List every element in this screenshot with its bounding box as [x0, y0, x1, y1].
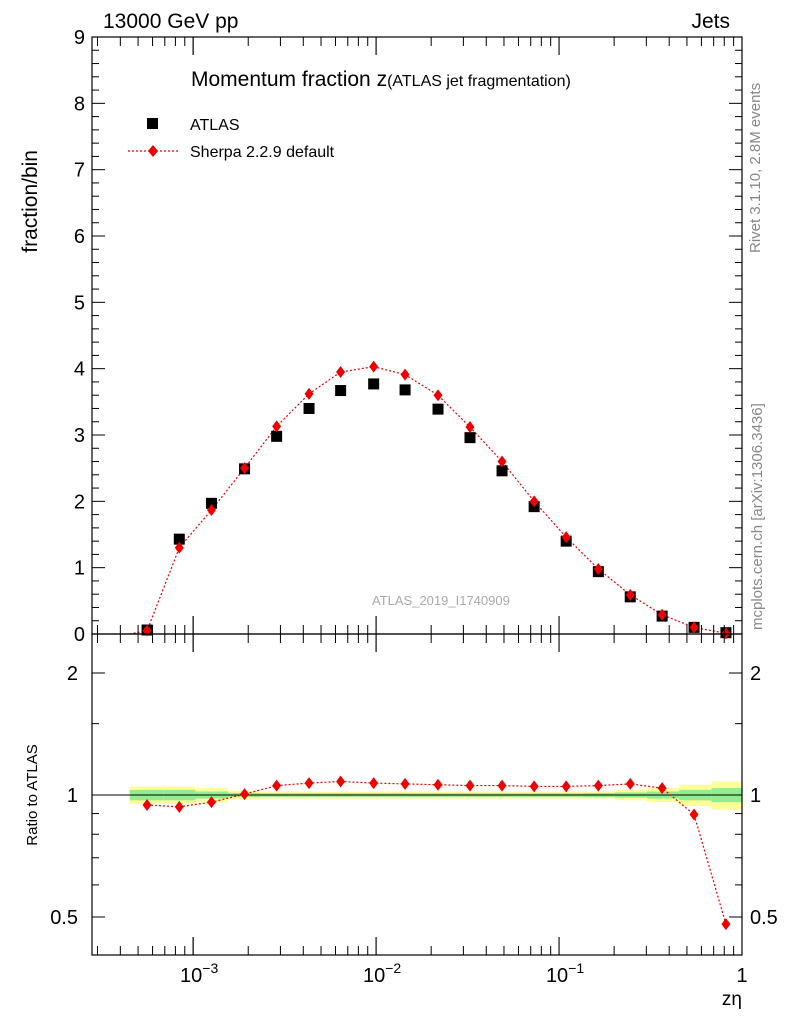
- chart-subtitle: (ATLAS jet fragmentation): [387, 73, 571, 90]
- ratio-data-point: [240, 788, 250, 801]
- legend-sherpa-label: Sherpa 2.2.9 default: [190, 144, 335, 161]
- sherpa-data-point: [272, 420, 282, 433]
- atlas-data-point: [464, 432, 476, 444]
- atlas-data-point: [173, 533, 185, 545]
- y-tick-label: 6: [74, 226, 85, 248]
- ratio-plot-panel: 0.5 0.51 12 2 Ratio to ATLAS 10−3 10−2 10−1 1 …: [24, 633, 778, 1010]
- sherpa-data-point: [561, 531, 571, 544]
- atlas-data-point: [496, 465, 508, 477]
- y-tick-label: 1: [74, 558, 85, 580]
- chart-title-main: Momentum fraction z: [191, 68, 387, 91]
- sherpa-data-point: [497, 455, 507, 468]
- atlas-data-point: [271, 430, 283, 442]
- ratio-data-point: [497, 779, 507, 792]
- sherpa-data-point: [593, 562, 603, 575]
- x-tick-base: 10: [363, 965, 385, 987]
- sherpa-data-point: [304, 387, 314, 400]
- atlas-data-point: [206, 497, 218, 509]
- y-tick-label: 7: [74, 160, 85, 182]
- x-tick-base: 10: [180, 965, 202, 987]
- y-tick-label: 4: [74, 359, 85, 381]
- x-tick-exponent: −2: [385, 960, 401, 976]
- atlas-data-point: [432, 403, 444, 415]
- sherpa-data-point: [625, 588, 635, 601]
- collision-energy-label: 13000 GeV pp: [103, 10, 238, 33]
- sherpa-data-point: [529, 495, 539, 508]
- ratio-y-tick-label-right: 2: [750, 663, 761, 685]
- legend-atlas-label: ATLAS: [190, 117, 240, 134]
- legend: ATLAS Sherpa 2.2.9 default: [128, 117, 335, 161]
- y-tick-label: 3: [74, 425, 85, 447]
- x-tick-exponent: −1: [568, 960, 584, 976]
- sherpa-data-point: [721, 627, 731, 640]
- process-label: Jets: [691, 10, 730, 33]
- ratio-data-point: [369, 777, 379, 790]
- ratio-y-axis-label: Ratio to ATLAS: [24, 744, 41, 845]
- ratio-data-point: [174, 800, 184, 813]
- ratio-data-point: [465, 779, 475, 792]
- y-tick-label: 9: [74, 27, 85, 49]
- mcplots-reference-label: mcplots.cern.ch [arXiv:1306.3436]: [749, 403, 766, 630]
- ratio-y-tick-label-right: 1: [750, 785, 761, 807]
- x-tick-base: 1: [736, 965, 747, 987]
- ratio-data-point: [689, 808, 699, 821]
- y-axis-label: fraction/bin: [19, 150, 42, 253]
- ratio-y-tick-label-left: 0.5: [50, 907, 78, 929]
- y-tick-label: 8: [74, 93, 85, 115]
- legend-atlas-marker: [147, 118, 158, 129]
- ratio-data-point: [304, 777, 314, 790]
- sherpa-data-point: [465, 421, 475, 434]
- ratio-series-line: [147, 780, 727, 925]
- y-tick-label: 0: [74, 624, 85, 646]
- sherpa-data-point: [174, 541, 184, 554]
- legend-sherpa-marker: [148, 145, 158, 157]
- atlas-data-point: [303, 402, 315, 414]
- sherpa-data-point: [400, 368, 410, 381]
- sherpa-data-point: [240, 462, 250, 475]
- ratio-y-tick-label-left: 1: [67, 785, 78, 807]
- main-plot-panel: 0 1 2 3 4 5 6 7 8 9 Momentum fraction z(ATLAS jet…: [19, 27, 743, 646]
- x-tick-label: 10−1: [546, 960, 584, 987]
- sherpa-data-point: [657, 608, 667, 621]
- ratio-data-point: [400, 777, 410, 790]
- x-tick-base: 10: [546, 965, 568, 987]
- sherpa-data-point: [369, 360, 379, 373]
- x-tick-label: 1: [736, 965, 747, 987]
- sherpa-data-point: [433, 389, 443, 402]
- ratio-data-point: [721, 918, 731, 931]
- ratio-data-point: [272, 779, 282, 792]
- atlas-data-point: [368, 378, 380, 390]
- atlas-data-point: [335, 385, 347, 397]
- sherpa-data-point: [689, 621, 699, 634]
- x-axis-label: zη: [722, 989, 742, 1010]
- chart-title: Momentum fraction z(ATLAS jet fragmentat…: [191, 68, 571, 91]
- sherpa-data-point: [336, 365, 346, 378]
- ratio-data-point: [625, 777, 635, 790]
- ratio-y-tick-label-right: 0.5: [750, 907, 778, 929]
- ratio-data-point: [142, 798, 152, 811]
- y-tick-label: 5: [74, 292, 85, 314]
- analysis-watermark: ATLAS_2019_I1740909: [372, 593, 510, 608]
- ratio-data-point: [657, 782, 667, 795]
- x-tick-label: 10−3: [180, 960, 218, 987]
- ratio-data-point: [561, 780, 571, 793]
- ratio-data-point: [529, 780, 539, 793]
- y-tick-label: 2: [74, 491, 85, 513]
- ratio-data-point: [207, 796, 217, 809]
- ratio-y-tick-label-left: 2: [67, 663, 78, 685]
- rivet-version-label: Rivet 3.1.10, 2.8M events: [747, 83, 764, 253]
- sherpa-data-point: [207, 503, 217, 516]
- x-tick-label: 10−2: [363, 960, 401, 987]
- x-tick-exponent: −3: [202, 960, 218, 976]
- ratio-data-point: [336, 775, 346, 788]
- ratio-data-point: [593, 779, 603, 792]
- sherpa-series-line: [129, 366, 727, 635]
- atlas-data-point: [399, 384, 411, 396]
- ratio-data-point: [433, 778, 443, 791]
